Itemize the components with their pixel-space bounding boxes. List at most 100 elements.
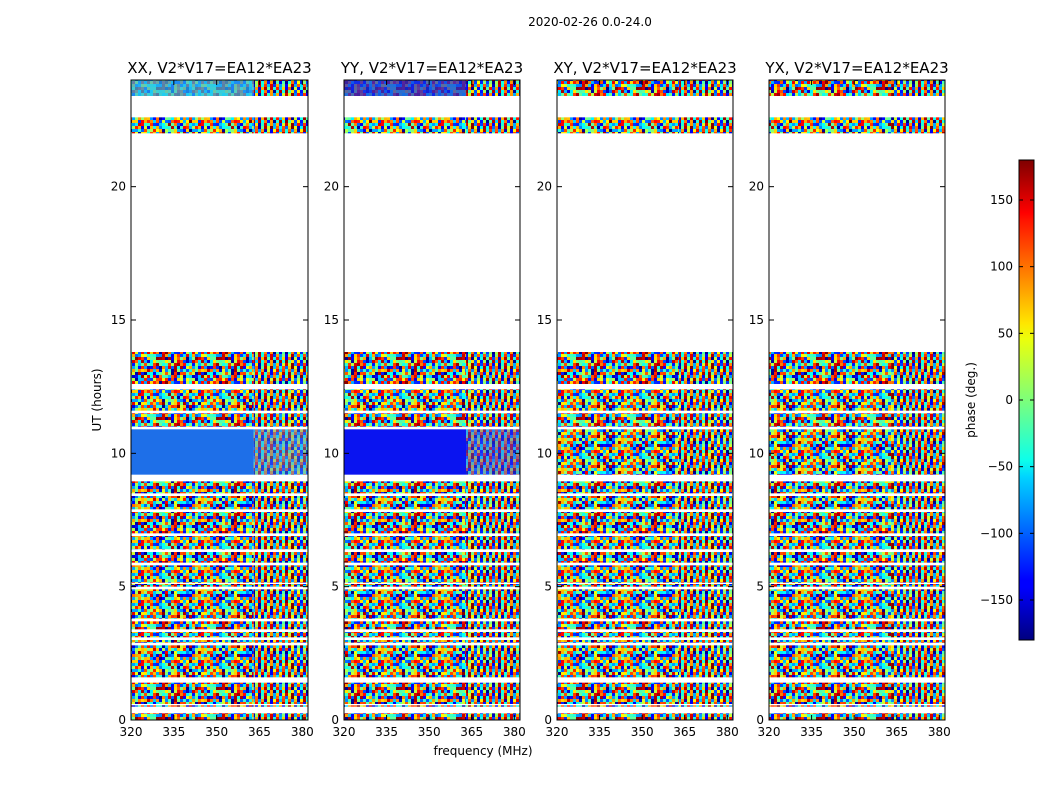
data-segment xyxy=(131,552,308,563)
data-segment xyxy=(557,413,733,427)
data-segment xyxy=(557,645,733,678)
y-tick-label: 0 xyxy=(118,713,126,727)
y-tick-label: 0 xyxy=(331,713,339,727)
data-segment xyxy=(131,589,308,619)
y-tick-label: 15 xyxy=(111,313,126,327)
data-segment xyxy=(131,352,308,384)
data-segment xyxy=(131,584,308,587)
x-tick-label: 365 xyxy=(460,725,483,739)
x-tick-label: 350 xyxy=(843,725,866,739)
x-tick-label: 365 xyxy=(885,725,908,739)
panel-frame xyxy=(556,79,734,721)
x-axis-label: frequency (MHz) xyxy=(433,744,532,758)
data-segment xyxy=(769,117,945,134)
data-segment xyxy=(344,389,520,411)
x-tick-label: 380 xyxy=(291,725,314,739)
data-segment xyxy=(557,705,733,707)
colorbar-tick-label: 50 xyxy=(998,326,1013,340)
panel-1: XX, V2*V17=EA12*EA23 320 335 350 365 380 0 5 10 1… xyxy=(111,59,314,739)
data-segment xyxy=(557,621,733,630)
y-tick-label: 10 xyxy=(749,446,764,460)
y-tick-label: 5 xyxy=(118,580,126,594)
y-tick-label: 20 xyxy=(324,180,339,194)
data-segment xyxy=(344,565,520,583)
colorbar-label: phase (deg.) xyxy=(964,362,978,438)
data-segment xyxy=(344,413,520,427)
data-segment xyxy=(344,117,520,134)
data-segment xyxy=(344,705,520,707)
data-segment xyxy=(131,565,308,583)
data-segment xyxy=(131,621,308,630)
data-segment xyxy=(557,352,733,384)
data-segment xyxy=(557,512,733,534)
data-segment xyxy=(769,413,945,427)
data-segment xyxy=(769,621,945,630)
y-tick-label: 15 xyxy=(324,313,339,327)
data-segment xyxy=(769,352,945,384)
x-tick-label: 380 xyxy=(716,725,739,739)
panel-3: XY, V2*V17=EA12*EA23 320 335 350 365 380 0 5 10 1… xyxy=(537,59,739,739)
y-tick-label: 10 xyxy=(324,446,339,460)
y-tick-label: 10 xyxy=(111,446,126,460)
data-segment xyxy=(769,481,945,494)
data-segment xyxy=(131,713,308,720)
data-segment xyxy=(344,536,520,550)
y-tick-label: 15 xyxy=(537,313,552,327)
x-tick-label: 350 xyxy=(631,725,654,739)
data-segment xyxy=(131,117,308,134)
y-tick-label: 20 xyxy=(111,180,126,194)
panel-frame xyxy=(343,79,521,721)
data-segment xyxy=(131,682,308,704)
data-segment xyxy=(557,536,733,550)
data-segment xyxy=(769,496,945,510)
data-segment xyxy=(769,632,945,638)
data-segment xyxy=(344,632,520,638)
data-segment xyxy=(344,640,520,643)
x-tick-label: 380 xyxy=(928,725,951,739)
data-segment xyxy=(344,584,520,587)
data-segment xyxy=(344,589,520,619)
panel-title: YY, V2*V17=EA12*EA23 xyxy=(340,59,523,77)
x-tick-label: 320 xyxy=(758,725,781,739)
colorbar-tick-label: −50 xyxy=(988,460,1013,474)
y-tick-label: 10 xyxy=(537,446,552,460)
data-segment xyxy=(769,589,945,619)
data-segment xyxy=(769,429,945,475)
colorbar-tick-label: −150 xyxy=(980,593,1013,607)
data-segment xyxy=(344,621,520,630)
data-segment xyxy=(131,512,308,534)
data-segment xyxy=(769,536,945,550)
data-segment xyxy=(769,584,945,587)
data-segment xyxy=(131,429,308,475)
data-segment xyxy=(769,389,945,411)
data-segment xyxy=(557,589,733,619)
data-segment xyxy=(769,565,945,583)
panel-title: YX, V2*V17=EA12*EA23 xyxy=(764,59,948,77)
x-tick-label: 320 xyxy=(546,725,569,739)
data-segment xyxy=(131,80,308,96)
data-segment xyxy=(557,584,733,587)
data-segment xyxy=(769,640,945,643)
data-segment xyxy=(557,682,733,704)
y-tick-label: 5 xyxy=(331,580,339,594)
data-segment xyxy=(557,389,733,411)
x-tick-label: 380 xyxy=(503,725,526,739)
data-segment xyxy=(344,552,520,563)
x-tick-label: 350 xyxy=(418,725,441,739)
data-segment xyxy=(557,565,733,583)
x-tick-label: 335 xyxy=(162,725,185,739)
x-tick-label: 365 xyxy=(248,725,271,739)
colorbar-tick-label: 0 xyxy=(1005,393,1013,407)
colorbar-tick-label: 150 xyxy=(990,193,1013,207)
data-segment xyxy=(344,352,520,384)
data-segment xyxy=(769,512,945,534)
data-segment xyxy=(344,645,520,678)
data-segment xyxy=(557,632,733,638)
data-segment xyxy=(131,496,308,510)
y-tick-label: 20 xyxy=(537,180,552,194)
panel-title: XX, V2*V17=EA12*EA23 xyxy=(127,59,311,77)
y-axis-label: UT (hours) xyxy=(90,368,104,431)
data-segment xyxy=(344,429,520,475)
x-tick-label: 335 xyxy=(375,725,398,739)
